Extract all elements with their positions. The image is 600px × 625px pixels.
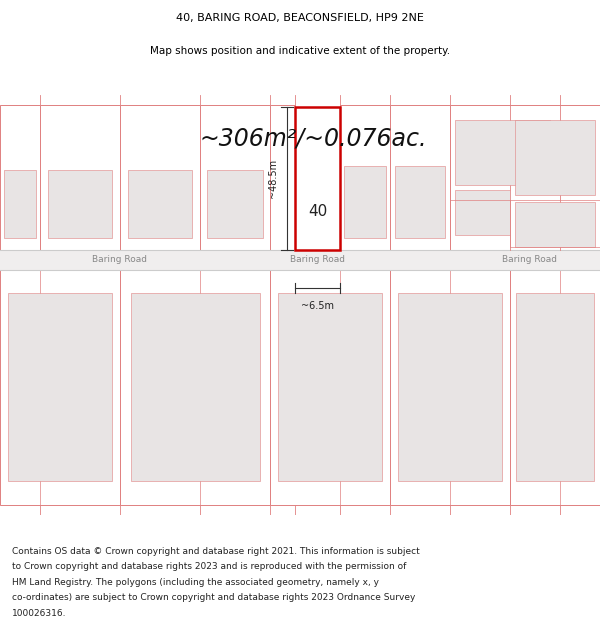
Bar [0,249,600,270]
Bar [278,293,382,481]
Bar [516,293,593,481]
Bar [48,170,112,238]
Bar [344,166,386,238]
Bar [120,104,200,249]
Text: Map shows position and indicative extent of the property.: Map shows position and indicative extent… [150,46,450,56]
Text: Baring Road: Baring Road [503,255,557,264]
Bar [295,107,340,249]
Bar [270,104,295,249]
Text: Baring Road: Baring Road [92,255,148,264]
Bar [4,170,36,238]
Text: HM Land Registry. The polygons (including the associated geometry, namely x, y: HM Land Registry. The polygons (includin… [12,578,379,587]
Bar [515,202,595,247]
Bar [120,270,270,504]
Bar [450,104,600,249]
Text: co-ordinates) are subject to Crown copyright and database rights 2023 Ordnance S: co-ordinates) are subject to Crown copyr… [12,593,415,602]
Bar [510,270,600,504]
Bar [207,170,263,238]
Bar [131,293,260,481]
Text: 40, BARING ROAD, BEACONSFIELD, HP9 2NE: 40, BARING ROAD, BEACONSFIELD, HP9 2NE [176,13,424,23]
Bar [395,166,445,238]
Bar [128,170,192,238]
Bar [390,270,510,504]
Text: ~48.5m: ~48.5m [268,159,278,198]
Bar [455,120,550,185]
Bar [0,104,40,249]
Bar [270,270,390,504]
Text: Contains OS data © Crown copyright and database right 2021. This information is : Contains OS data © Crown copyright and d… [12,547,420,556]
Text: 100026316.: 100026316. [12,609,67,618]
Bar [515,120,595,195]
Bar [0,270,120,504]
Bar [455,190,510,234]
Text: ~6.5m: ~6.5m [301,301,334,311]
Bar [8,293,112,481]
Bar [200,104,270,249]
Text: 40: 40 [308,204,327,219]
Text: Baring Road: Baring Road [290,255,346,264]
Bar [398,293,502,481]
Bar [340,104,390,249]
Bar [40,104,120,249]
Bar [390,104,450,249]
Text: ~306m²/~0.076ac.: ~306m²/~0.076ac. [200,127,427,151]
Text: to Crown copyright and database rights 2023 and is reproduced with the permissio: to Crown copyright and database rights 2… [12,562,406,571]
